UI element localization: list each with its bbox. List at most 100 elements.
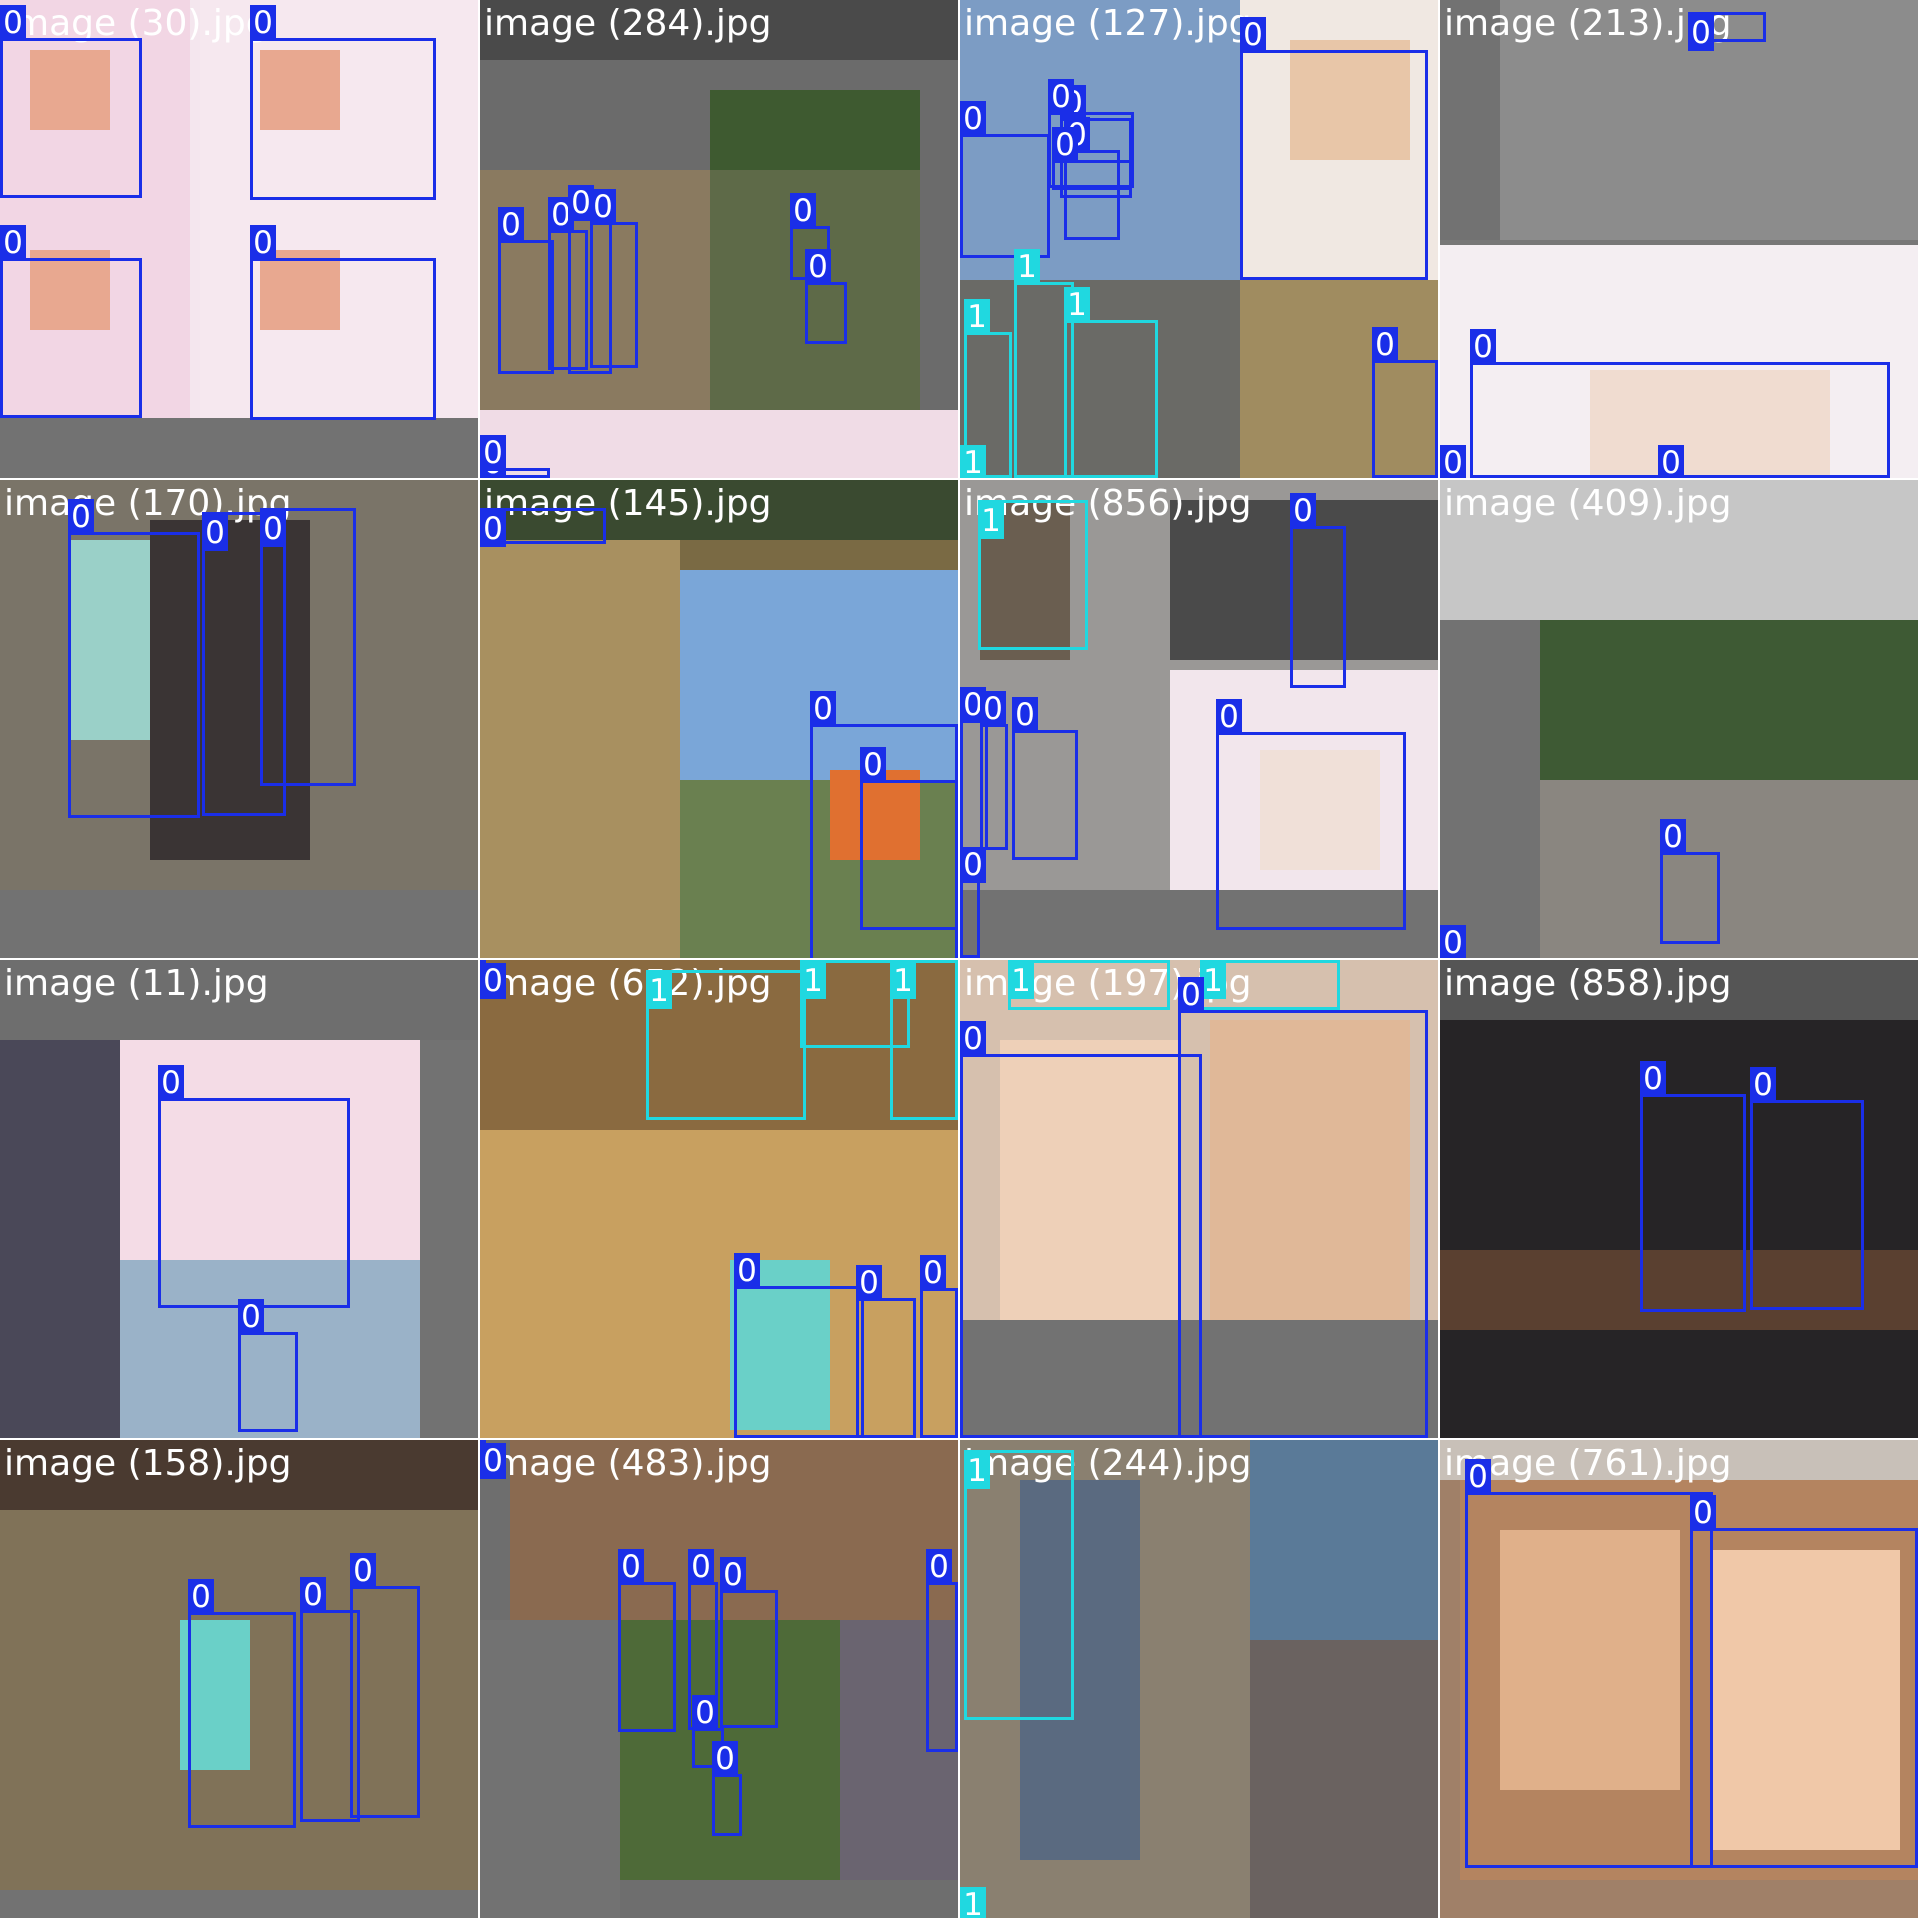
- class-id-tag: 0: [0, 225, 26, 261]
- detection-box-class-0: 0: [860, 747, 958, 930]
- detection-box-class-0: 0: [1688, 12, 1766, 51]
- class-id-tag: 0: [926, 1549, 952, 1585]
- photo-filename-label: image (127).jpg: [964, 3, 1252, 44]
- detection-box-class-0: 0: [960, 847, 986, 958]
- class-id-tag: 0: [498, 207, 524, 243]
- photo-region: [1260, 750, 1380, 870]
- detection-box-class-0: 0: [238, 1299, 298, 1432]
- photo-region: [960, 890, 1438, 958]
- photo-region: [1440, 1020, 1918, 1438]
- photo-region: [0, 1890, 478, 1918]
- detection-box-class-0: 0: [1290, 493, 1346, 688]
- photo-filename-label: image (30).jpg: [4, 3, 269, 44]
- detection-box-class-0: 0: [300, 1577, 360, 1822]
- detection-box-class-0: 0: [350, 1553, 420, 1818]
- photo-region: [260, 50, 340, 130]
- mosaic-tile-image-652: image (652).jpg 1 1 1 0 0 0 0: [480, 960, 958, 1438]
- photo-region: [1020, 1480, 1140, 1860]
- class-id-tag: 0: [860, 747, 886, 783]
- detection-box-class-0: 0: [734, 1253, 864, 1438]
- detection-box-class-0: 0: [1660, 819, 1720, 944]
- photo-region: [1590, 370, 1830, 478]
- mosaic-tile-image-483: image (483).jpg 0 0 0 0 0 0 0: [480, 1440, 958, 1918]
- photo-region: [960, 280, 1240, 478]
- detection-box-class-0: 0: [712, 1741, 742, 1836]
- detection-box-class-0: 0: [568, 185, 612, 374]
- mosaic-tile-image-244: image (244).jpg 1 1: [960, 1440, 1438, 1918]
- detection-box-class-1: 1: [646, 970, 806, 1120]
- detection-box-class-0: 0: [1052, 127, 1132, 190]
- photo-region: [710, 90, 920, 170]
- class-id-tag: 0: [790, 193, 816, 229]
- photo-region: [180, 1620, 250, 1770]
- photo-region: [1210, 1020, 1410, 1320]
- detection-box-class-0: 0: [188, 1579, 296, 1828]
- photo-filename-label: image (213).jpg: [1444, 3, 1732, 44]
- detection-box-class-1: 1: [1064, 287, 1158, 478]
- class-id-tag: 0: [1290, 493, 1316, 529]
- detection-box-class-1: 1: [800, 960, 910, 1048]
- class-id-tag: 1: [964, 299, 990, 335]
- class-id-tag: 1: [978, 503, 1004, 539]
- class-id-tag: 0: [618, 1549, 644, 1585]
- detection-box-class-0: 0: [1750, 1067, 1864, 1310]
- detection-box-class-0: 0: [1178, 977, 1428, 1438]
- detection-box-class-0: 0: [590, 189, 638, 368]
- detection-box-class-0: 0: [0, 5, 142, 198]
- photo-filename-label: image (483).jpg: [484, 1443, 772, 1484]
- class-id-tag: 0: [0, 5, 26, 41]
- mosaic-tile-image-11: image (11).jpg 0 0: [0, 960, 478, 1438]
- detection-box-class-1: 1: [964, 1450, 1074, 1720]
- detection-box-class-0: 0: [480, 508, 606, 547]
- photo-region: [120, 1260, 420, 1438]
- class-id-tag: 1: [1014, 249, 1040, 285]
- photo-region: [0, 890, 478, 958]
- photo-region: [1710, 1550, 1900, 1850]
- class-id-tag: 0: [480, 435, 506, 471]
- detection-box-class-0: 0: [790, 193, 830, 280]
- photo-region: [1500, 1530, 1680, 1790]
- mosaic-tile-image-30: image (30).jpg 0 0 0 0: [0, 0, 478, 478]
- photo-region: [420, 1040, 478, 1438]
- photo-region: [1440, 480, 1918, 620]
- photo-filename-label: image (11).jpg: [4, 963, 269, 1004]
- class-id-tag: 0: [1750, 1067, 1776, 1103]
- class-id-tag: 1: [646, 973, 672, 1009]
- detection-box-class-0: 0: [1048, 79, 1134, 188]
- class-id-tag: 0: [1216, 699, 1242, 735]
- photo-filename-label: image (170).jpg: [4, 483, 292, 524]
- photo-region: [480, 410, 958, 478]
- class-id-tag: 0: [1012, 697, 1038, 733]
- detection-box-class-0: 0: [960, 101, 1050, 258]
- detection-box-class-0: 0: [68, 499, 200, 818]
- class-id-tag: 0: [1240, 17, 1266, 53]
- photo-region: [960, 0, 1240, 280]
- class-id-tag: 0: [238, 1299, 264, 1335]
- class-id-tag: 0: [1658, 445, 1684, 478]
- class-id-tag: 0: [250, 5, 276, 41]
- photo-region: [30, 50, 110, 130]
- detection-box-class-0: 0: [805, 249, 847, 344]
- detection-box-class-1: 1: [1008, 960, 1170, 1010]
- class-id-tag: 1: [800, 963, 826, 999]
- class-id-tag: 0: [480, 1443, 506, 1479]
- detection-box-class-1: 1: [978, 500, 1088, 650]
- photo-filename-label: image (145).jpg: [484, 483, 772, 524]
- photo-region: [480, 1620, 620, 1918]
- detection-box-class-0: 0: [158, 1065, 350, 1308]
- class-id-tag: 0: [568, 185, 594, 221]
- class-id-tag: 0: [590, 189, 616, 225]
- detection-box-class-0: 0: [260, 508, 356, 786]
- detection-box-class-0: 0: [202, 512, 286, 816]
- detection-box-class-0: 0: [480, 1440, 506, 1479]
- mosaic-tile-image-284: image (284).jpg00000000: [480, 0, 958, 478]
- detection-box-class-0: 0: [480, 435, 550, 478]
- class-id-tag: 1: [1200, 963, 1226, 999]
- detection-box-class-0: 0: [856, 1265, 916, 1438]
- class-id-tag: 0: [1640, 1061, 1666, 1097]
- detection-box-class-0: 0: [250, 5, 436, 200]
- class-id-tag: 0: [1178, 977, 1204, 1013]
- detection-box-class-0: 0: [1465, 1459, 1713, 1868]
- class-id-tag: 1: [960, 445, 986, 478]
- class-id-tag: 0: [188, 1579, 214, 1615]
